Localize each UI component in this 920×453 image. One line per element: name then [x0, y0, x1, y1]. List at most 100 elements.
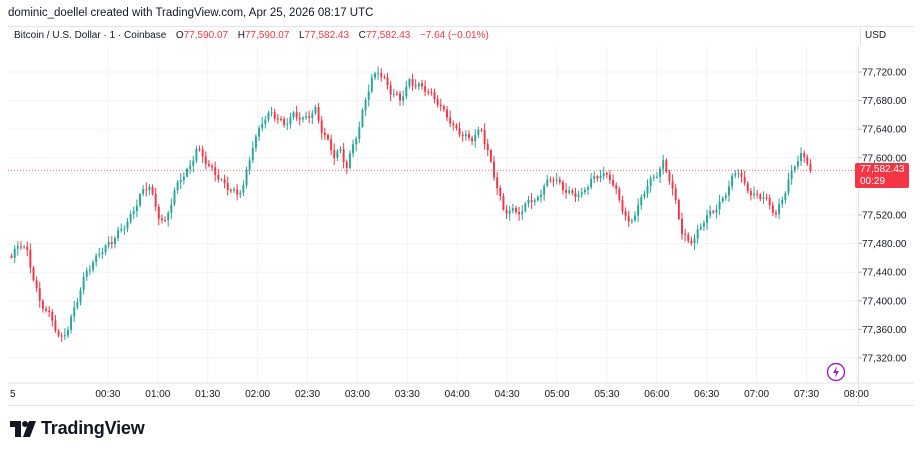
candle-body [383, 76, 386, 78]
candle-body [731, 175, 734, 187]
currency-button[interactable]: USD [860, 26, 913, 46]
candle-body [781, 200, 784, 205]
candle-body [19, 246, 22, 248]
candle-body [217, 175, 220, 180]
candle-body [561, 182, 564, 191]
price-scale-divider [858, 46, 859, 404]
candle-body [399, 93, 402, 101]
tradingview-logo-icon [10, 420, 36, 437]
candle-body [706, 215, 709, 224]
candle-body [145, 189, 148, 191]
candle-body [806, 157, 809, 164]
close-value: 77,582.43 [365, 30, 411, 41]
candle-body [261, 124, 264, 129]
candle-body [624, 211, 627, 217]
candle-body [370, 77, 373, 92]
candle-body [220, 179, 223, 181]
candle-body [549, 179, 552, 181]
candle-body [775, 212, 777, 215]
open-label: O [175, 30, 184, 41]
candle-body [590, 178, 593, 188]
candle-body [333, 150, 336, 159]
candle-body [627, 216, 630, 222]
candle-body [702, 223, 705, 227]
candle-body [474, 135, 477, 142]
y-tick-label: 77,360.00 [862, 325, 907, 336]
candle-body [461, 134, 464, 137]
candle-body [154, 194, 157, 207]
x-tick-label: 02:00 [245, 389, 270, 400]
candle-body [555, 179, 558, 181]
candle-body [796, 161, 799, 167]
candle-body [649, 178, 652, 187]
x-tick-label: 03:30 [395, 389, 420, 400]
candle-body [248, 160, 251, 170]
candle-body [446, 109, 448, 118]
candle-body [571, 190, 574, 194]
candle-body [743, 176, 746, 184]
y-tick-label: 77,600.00 [862, 153, 907, 164]
candle-body [696, 229, 699, 239]
candle-body [778, 204, 781, 215]
tradingview-logo[interactable]: TradingView [10, 418, 145, 439]
y-tick-label: 77,320.00 [862, 354, 907, 365]
candle-body [195, 148, 198, 161]
candle-body [762, 197, 765, 199]
candle-body [768, 197, 771, 206]
candle-body [113, 238, 116, 244]
candle-body [355, 138, 358, 145]
candle-body [430, 91, 433, 93]
candle-body [29, 249, 32, 268]
candle-body [239, 192, 242, 195]
candle-body [543, 185, 546, 195]
x-tick-label: 05:00 [544, 389, 569, 400]
y-tick-label: 77,680.00 [862, 96, 907, 107]
low-label: L [298, 30, 305, 41]
candle-body [596, 176, 599, 179]
candle-body [427, 91, 430, 93]
x-tick-label: 04:00 [445, 389, 470, 400]
chart-frame [8, 26, 914, 406]
candle-body [568, 190, 571, 193]
ai-assistant-icon[interactable] [826, 362, 846, 382]
candle-body [254, 136, 257, 149]
candle-body [756, 193, 759, 195]
candle-body [107, 242, 110, 246]
candle-body [348, 153, 351, 168]
candle-body [552, 180, 555, 182]
candle-body [527, 199, 530, 204]
candle-body [292, 112, 295, 117]
candle-body [608, 174, 611, 181]
candle-body [233, 189, 235, 191]
candle-body [270, 112, 273, 114]
candle-body [73, 307, 76, 317]
candle-body [405, 86, 408, 97]
candle-body [449, 117, 452, 124]
candle-body [518, 212, 521, 215]
candle-body [411, 79, 414, 86]
candle-body [699, 226, 702, 230]
candle-body [139, 194, 141, 206]
candle-body [342, 149, 345, 162]
candle-body [54, 320, 57, 331]
x-tick-label: 03:00 [345, 389, 370, 400]
candle-body [524, 203, 527, 212]
candle-body [374, 73, 376, 78]
symbol-description[interactable]: Bitcoin / U.S. Dollar · 1 · Coinbase [14, 30, 167, 41]
candle-body [508, 210, 511, 214]
candle-body [759, 194, 762, 199]
candle-body [126, 221, 129, 229]
candle-body [521, 211, 524, 215]
candle-body [336, 151, 339, 159]
candle-body [659, 168, 662, 177]
candle-body [41, 300, 44, 309]
candle-body [687, 234, 690, 241]
candle-body [167, 212, 170, 221]
candle-body [787, 179, 790, 193]
candle-body [480, 129, 483, 131]
candle-body [70, 316, 73, 330]
candle-body [123, 228, 126, 230]
y-tick-label: 77,720.00 [862, 68, 907, 79]
candle-body [120, 228, 123, 231]
